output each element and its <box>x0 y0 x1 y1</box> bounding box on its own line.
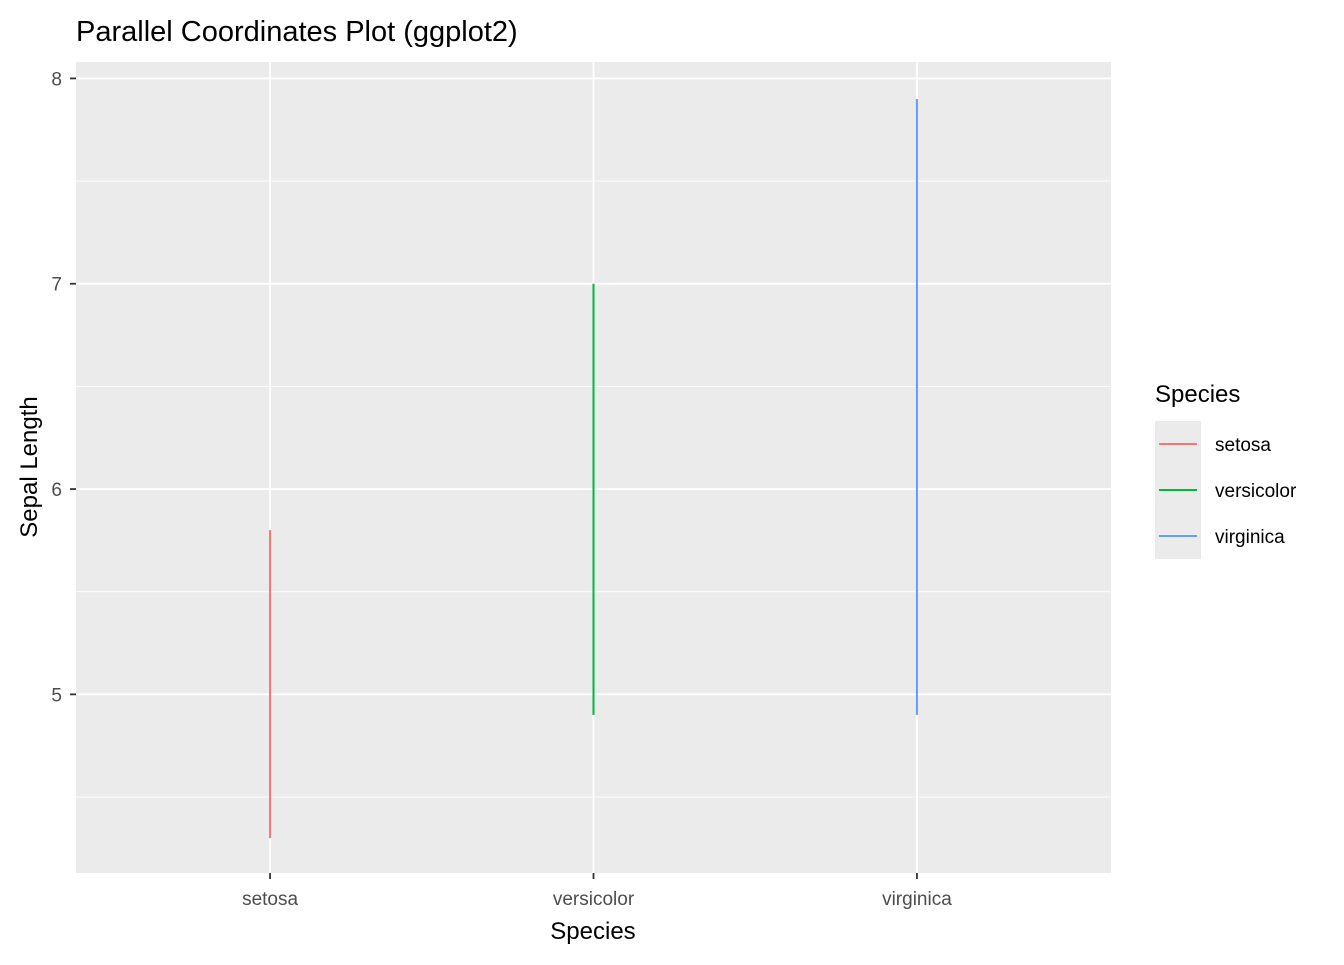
chart-title: Parallel Coordinates Plot (ggplot2) <box>76 16 518 48</box>
x-tick-label: virginica <box>882 889 952 910</box>
x-axis-title: Species <box>550 918 635 945</box>
x-axis: setosa versicolor virginica <box>242 873 952 910</box>
legend-label-versicolor: versicolor <box>1215 481 1297 502</box>
x-tick-label: setosa <box>242 889 298 910</box>
series-lines <box>269 98 918 839</box>
y-tick-label: 7 <box>51 275 62 296</box>
legend-label-virginica: virginica <box>1215 527 1285 548</box>
x-tick-label: versicolor <box>553 889 635 910</box>
y-tick-label: 5 <box>51 685 62 706</box>
y-tick-label: 8 <box>51 69 62 90</box>
y-axis-title: Sepal Length <box>16 396 43 537</box>
y-tick-label: 6 <box>51 480 62 501</box>
y-axis: 5 6 7 8 <box>51 69 76 706</box>
legend: Species setosa versicolor virginica <box>1155 381 1297 559</box>
legend-label-setosa: setosa <box>1215 435 1271 456</box>
legend-title: Species <box>1155 381 1240 408</box>
